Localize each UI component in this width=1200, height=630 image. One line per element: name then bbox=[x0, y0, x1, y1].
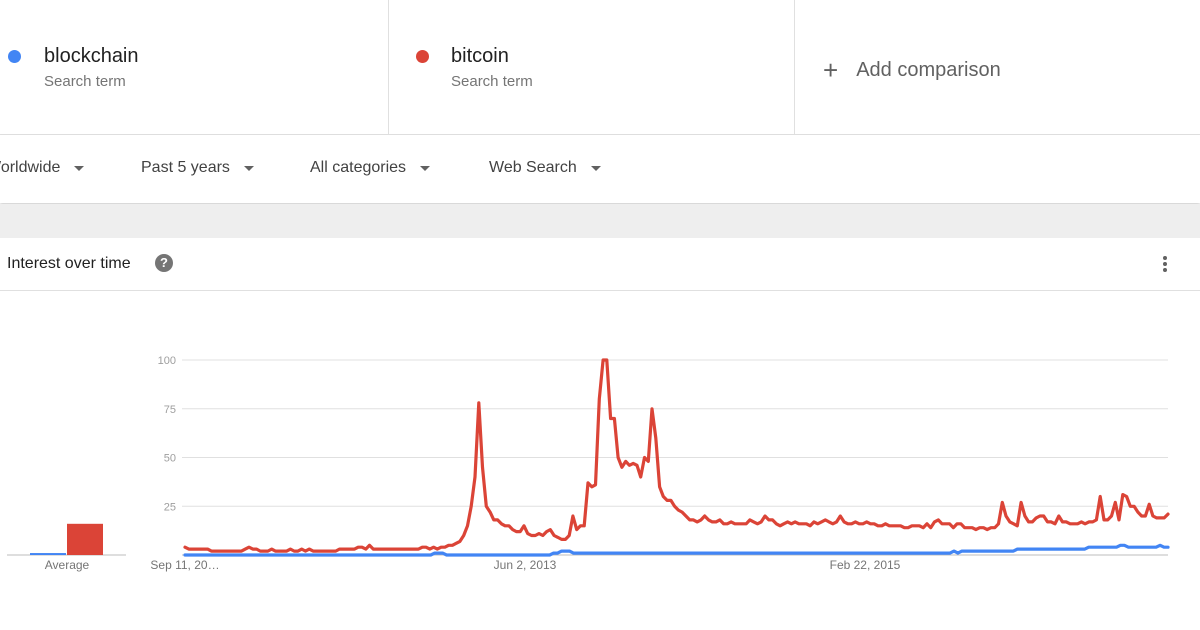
help-icon[interactable]: ? bbox=[155, 254, 173, 272]
time-range-dropdown[interactable]: Past 5 years bbox=[141, 159, 254, 177]
card-header: Interest over time ? bbox=[0, 238, 1200, 291]
average-bar-blockchain bbox=[30, 553, 66, 555]
category-dropdown[interactable]: All categories bbox=[310, 159, 431, 177]
x-tick-label: Jun 2, 2013 bbox=[494, 558, 557, 572]
time-range-label: Past 5 years bbox=[141, 159, 230, 176]
x-tick-label: Feb 22, 2015 bbox=[830, 558, 901, 572]
dropdown-arrow-icon bbox=[74, 165, 85, 171]
dropdown-arrow-icon bbox=[243, 165, 254, 171]
interest-chart: 100 75 50 25 Sep 11, 20… Jun 2, 2013 Feb 22, 2… bbox=[7, 355, 1170, 572]
dropdown-arrow-icon bbox=[590, 165, 601, 171]
dropdown-arrow-icon bbox=[420, 165, 431, 171]
more-vert-icon[interactable] bbox=[1158, 254, 1172, 274]
search-term-card-bitcoin[interactable]: bitcoin Search term bbox=[389, 0, 795, 134]
series-color-dot-icon bbox=[416, 50, 429, 63]
term-name[interactable]: blockchain bbox=[44, 45, 139, 67]
plus-icon: + bbox=[823, 55, 839, 85]
chart-grid bbox=[182, 359, 1168, 556]
chart-series bbox=[183, 358, 1170, 557]
search-type-dropdown[interactable]: Web Search bbox=[489, 159, 601, 177]
term-type: Search term bbox=[44, 73, 126, 90]
term-type: Search term bbox=[451, 73, 533, 90]
series-line-bitcoin[interactable] bbox=[183, 358, 1170, 553]
series-line-blockchain[interactable] bbox=[183, 543, 1170, 557]
average-label: Average bbox=[45, 558, 90, 572]
filter-bar: Worldwide Past 5 years All categories We… bbox=[0, 135, 1200, 203]
series-color-dot-icon bbox=[8, 50, 21, 63]
x-tick-label: Sep 11, 20… bbox=[150, 558, 219, 572]
y-tick-label: 25 bbox=[164, 501, 176, 513]
section-divider bbox=[0, 204, 1200, 238]
comparison-bar: blockchain Search term bitcoin Search te… bbox=[0, 0, 1200, 135]
search-type-label: Web Search bbox=[489, 159, 577, 176]
add-comparison-button[interactable]: + Add comparison bbox=[823, 52, 1001, 88]
card-title: Interest over time bbox=[7, 255, 131, 272]
y-tick-label: 75 bbox=[164, 404, 176, 416]
add-comparison-card: + Add comparison bbox=[795, 0, 1200, 134]
y-tick-label: 100 bbox=[158, 355, 176, 367]
chart-labels: 100 75 50 25 Sep 11, 20… Jun 2, 2013 Feb 22, 2… bbox=[45, 355, 901, 572]
geo-filter-dropdown[interactable]: Worldwide bbox=[0, 159, 85, 177]
y-tick-label: 50 bbox=[164, 453, 176, 465]
search-term-card-blockchain[interactable]: blockchain Search term bbox=[0, 0, 389, 134]
interest-over-time-card: Interest over time ? 100 75 50 25 Sep 11, 20… bbox=[0, 238, 1200, 630]
geo-filter-label: Worldwide bbox=[0, 159, 61, 176]
term-name[interactable]: bitcoin bbox=[451, 45, 509, 67]
category-label: All categories bbox=[310, 159, 407, 176]
add-comparison-label: Add comparison bbox=[856, 58, 1001, 81]
average-bar-bitcoin bbox=[67, 523, 103, 555]
average-bars bbox=[7, 523, 126, 556]
